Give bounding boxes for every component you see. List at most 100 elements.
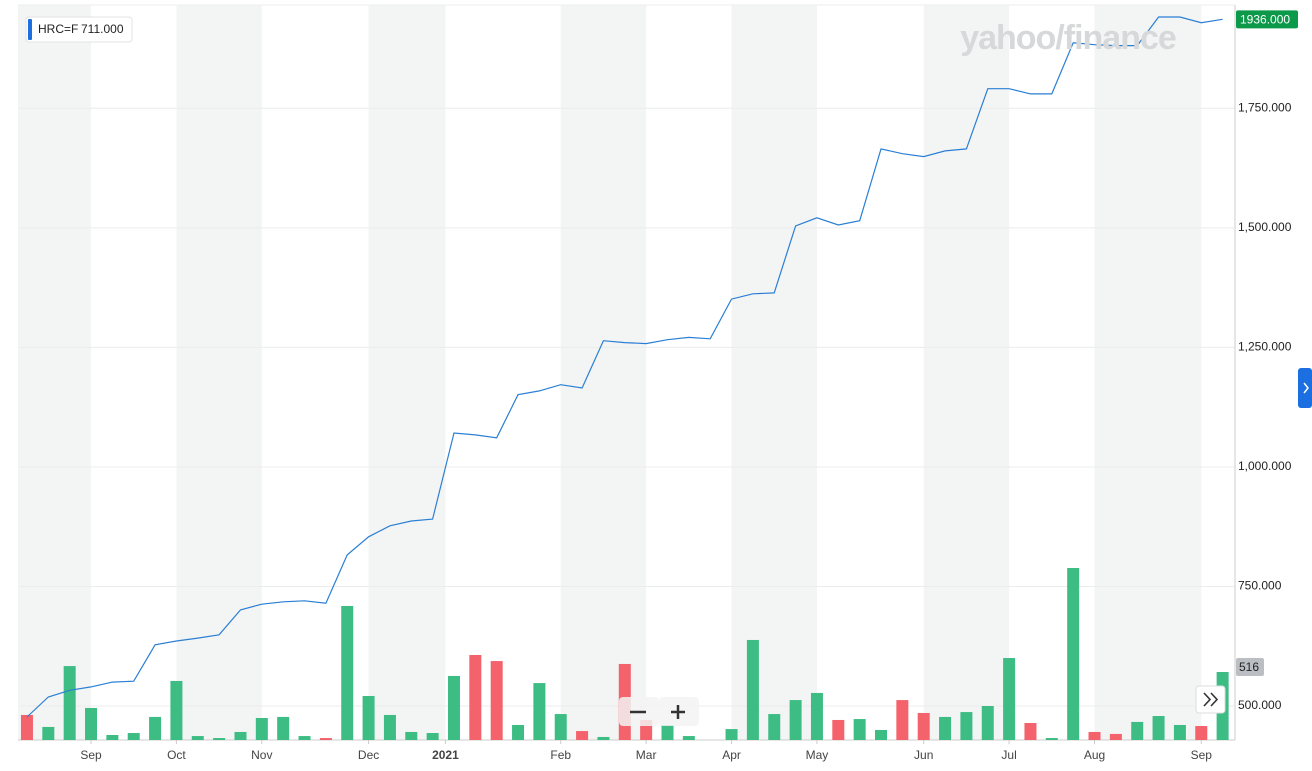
volume-bar [810, 692, 823, 740]
legend-swatch [28, 19, 32, 40]
volume-bar [746, 639, 759, 740]
volume-bar [960, 712, 973, 740]
y-tick-label: 750.000 [1238, 579, 1282, 593]
volume-bar [63, 666, 76, 740]
volume-bar [1152, 716, 1165, 740]
volume-bar [875, 729, 888, 740]
volume-bar [127, 733, 140, 740]
legend-value: 711.000 [81, 22, 124, 36]
volume-bar [597, 736, 610, 740]
x-tick-label: Feb [550, 748, 571, 762]
volume-bar [469, 654, 482, 740]
x-tick-label: Jun [914, 748, 933, 762]
legend-symbol: HRC=F [38, 22, 78, 36]
y-tick-label: 1,000.000 [1238, 459, 1292, 473]
volume-bar [917, 712, 930, 740]
volume-bar [1003, 658, 1016, 740]
volume-bar [191, 736, 204, 740]
x-tick-label: Sep [1191, 748, 1213, 762]
volume-bar [554, 714, 567, 740]
legend-box [25, 16, 133, 43]
volume-bar [1067, 568, 1080, 740]
volume-bar [255, 717, 268, 740]
volume-bar [341, 605, 354, 740]
axis-labels: 500.000 750.000 1,000.000 1,250.000 1,500.00… [80, 10, 1298, 762]
volume-bar [768, 714, 781, 740]
side-tab[interactable] [1298, 368, 1312, 408]
volume-bar [106, 734, 119, 740]
volume-bar [170, 680, 183, 740]
month-band [368, 5, 446, 740]
price-line [26, 16, 1223, 718]
volume-bar [426, 733, 439, 740]
volume-bar [853, 719, 866, 740]
volume-bar [682, 736, 695, 740]
current-volume-tag [1236, 657, 1264, 676]
volume-bar [42, 726, 55, 740]
volume-bar [1024, 722, 1037, 740]
x-tick-label: May [806, 748, 829, 762]
volume-bar [405, 731, 418, 740]
x-tick-label: Sep [80, 748, 102, 762]
month-bands [18, 5, 1202, 740]
x-tick-label: Apr [722, 748, 741, 762]
volume-bar [1088, 731, 1101, 740]
volume-bar [277, 716, 290, 740]
month-band [560, 5, 647, 740]
x-tick-label: Dec [358, 748, 379, 762]
x-tick-label: 2021 [432, 748, 459, 762]
side-tab-box[interactable] [1298, 368, 1312, 408]
volume-bar [234, 731, 247, 740]
volume-bar [789, 700, 802, 740]
current-price-tag [1236, 10, 1298, 29]
volume-bar [319, 738, 332, 740]
volume-bar [1045, 738, 1058, 740]
volume-bar [533, 683, 546, 740]
plus-icon [671, 705, 685, 719]
volume-bar [20, 714, 33, 740]
volume-bar [85, 707, 98, 740]
x-tick-label: Aug [1084, 748, 1105, 762]
price-line [26, 16, 1223, 718]
x-tick-label: Oct [167, 748, 186, 762]
volume-bar [1173, 724, 1186, 740]
scroll-end-button[interactable] [1195, 685, 1226, 714]
volume-bar [512, 724, 525, 740]
watermark: yahoo/finance [960, 19, 1176, 57]
x-tick-label: Mar [636, 748, 657, 762]
volume-bar [725, 729, 738, 740]
volume-bar [149, 716, 162, 740]
scroll-end-icon [1203, 692, 1219, 707]
volume-bar [1131, 721, 1144, 740]
volume-bars [20, 568, 1229, 740]
volume-bar [661, 724, 674, 740]
volume-bar [939, 716, 952, 740]
y-tick-label: 1,750.000 [1238, 100, 1292, 114]
current-volume-label: 516 [1239, 660, 1259, 674]
legend: HRC=F 711.000 [25, 16, 133, 43]
y-tick-label: 1,250.000 [1238, 340, 1292, 354]
y-tick-label: 500.000 [1238, 698, 1282, 712]
volume-bar [896, 700, 909, 740]
current-price-label: 1936.000 [1240, 13, 1290, 27]
volume-bar [1195, 726, 1208, 740]
volume-bar [832, 719, 845, 740]
volume-bar [981, 705, 994, 740]
side-tab-icon [1303, 382, 1309, 394]
volume-bar [383, 714, 396, 740]
volume-bar [576, 731, 589, 740]
volume-bar [490, 661, 503, 740]
month-band [731, 5, 817, 740]
volume-bar [298, 736, 311, 740]
volume-bar [447, 675, 460, 740]
volume-bar [1109, 733, 1122, 740]
volume-bar [362, 695, 375, 740]
month-band [18, 5, 92, 740]
month-band [1094, 5, 1202, 740]
volume-bar [213, 738, 226, 740]
y-tick-label: 1,500.000 [1238, 220, 1292, 234]
month-band [923, 5, 1010, 740]
x-tick-label: Nov [251, 748, 272, 762]
